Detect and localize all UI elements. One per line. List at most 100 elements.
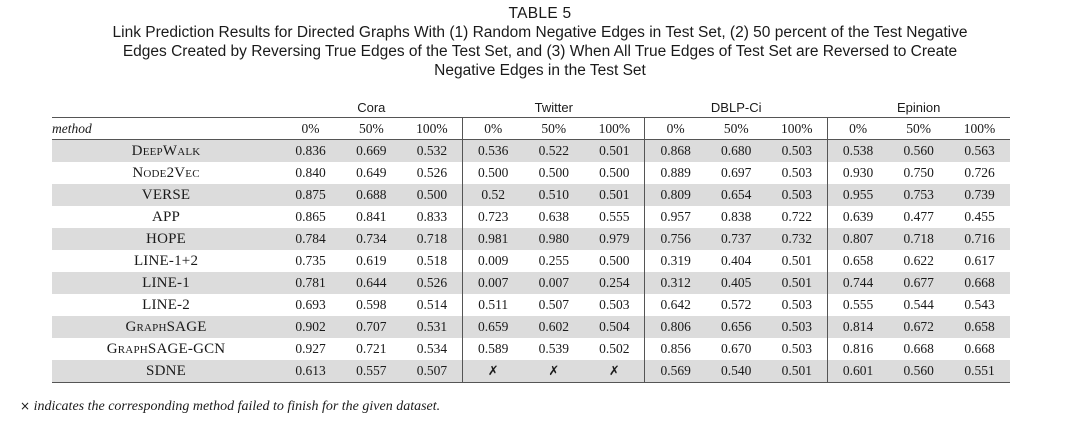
column-header: 0% <box>644 117 706 140</box>
value-cell: 0.563 <box>949 139 1010 162</box>
value-cell: 0.538 <box>826 139 889 162</box>
value-cell: 0.501 <box>766 272 828 294</box>
value-cell: 0.589 <box>462 338 524 360</box>
value-cell: 0.889 <box>644 162 706 184</box>
corner-cell <box>52 97 280 118</box>
dataset-header: DBLP-Ci <box>710 99 762 115</box>
column-header: 100% <box>401 117 463 140</box>
method-name: LINE-1+2 <box>133 252 199 269</box>
footnote-text: indicates the corresponding method faile… <box>30 399 441 414</box>
value-cell: 0.543 <box>964 297 995 312</box>
value-cell: 0.672 <box>888 316 950 338</box>
value-cell: 0.617 <box>964 253 995 268</box>
table-number: TABLE 5 <box>508 5 572 22</box>
method-name: GraphSAGE-GCN <box>106 340 226 357</box>
value-cell: 0.744 <box>826 272 889 294</box>
method-name: VERSE <box>52 184 281 206</box>
value-cell: 0.500 <box>599 253 630 268</box>
value-cell: 0.477 <box>903 209 934 224</box>
table-row: HOPE 0.784 0.734 0.718 0.981 0.980 0.979 0.756 0… <box>52 228 1010 250</box>
value-cell: 0.503 <box>781 341 812 356</box>
failure-mark: ✗ <box>584 360 645 383</box>
value-cell: 0.656 <box>705 316 767 338</box>
value-cell: 0.522 <box>523 139 585 162</box>
column-header: 0% <box>280 117 341 140</box>
value-cell: 0.723 <box>462 206 524 228</box>
value-cell: 0.756 <box>644 228 706 250</box>
table-body: DeepWalk 0.836 0.669 0.532 0.536 0.522 0.501 0.… <box>52 139 1010 383</box>
value-cell: 0.560 <box>888 360 950 383</box>
value-cell: 0.560 <box>888 139 950 162</box>
value-cell: 0.955 <box>826 184 889 206</box>
value-cell: 0.721 <box>356 341 387 356</box>
table-row: DeepWalk 0.836 0.669 0.532 0.536 0.522 0.501 0.… <box>52 139 1010 162</box>
value-cell: 0.735 <box>295 253 326 268</box>
method-name: GraphSAGE <box>52 316 281 338</box>
value-cell: 0.504 <box>584 316 645 338</box>
value-cell: 0.814 <box>826 316 889 338</box>
footnote: × indicates the corresponding method fai… <box>20 399 440 415</box>
column-header: 100% <box>584 117 645 140</box>
value-cell: 0.598 <box>356 297 387 312</box>
value-cell: 0.501 <box>584 184 645 206</box>
value-cell: 0.670 <box>721 341 752 356</box>
value-cell: 0.750 <box>903 165 934 180</box>
value-cell: 0.500 <box>538 165 569 180</box>
value-cell: 0.838 <box>721 209 752 224</box>
column-header-row: method 0% 50% 100% 0% 50% 100% 0% 50% 10… <box>52 117 1010 140</box>
method-name: SDNE <box>52 360 281 383</box>
value-cell: 0.503 <box>766 184 828 206</box>
value-cell: 0.526 <box>416 165 448 180</box>
value-cell: 0.722 <box>781 209 812 224</box>
table-row: LINE-1 0.781 0.644 0.526 0.007 0.007 0.254 0.31… <box>52 272 1010 294</box>
value-cell: 0.601 <box>826 360 889 383</box>
value-cell: 0.503 <box>781 165 812 180</box>
value-cell: 0.540 <box>705 360 767 383</box>
dataset-header: Twitter <box>534 99 573 115</box>
method-name: APP <box>151 208 181 225</box>
column-header: 0% <box>462 117 524 140</box>
value-cell: 0.501 <box>766 360 828 383</box>
value-cell: 0.902 <box>280 316 341 338</box>
value-cell: 0.503 <box>781 297 812 312</box>
value-cell: 0.501 <box>781 253 812 268</box>
table-row: Node2Vec 0.840 0.649 0.526 0.500 0.500 0.500 0.… <box>52 162 1010 184</box>
dataset-header-row: Cora Twitter DBLP-Ci Epinion <box>52 97 1010 118</box>
table-caption: TABLE 5 Link Prediction Results for Dire… <box>0 4 1080 80</box>
column-header: 50% <box>705 117 767 140</box>
value-cell: 0.840 <box>295 165 326 180</box>
value-cell: 0.534 <box>416 341 448 356</box>
value-cell: 0.622 <box>903 253 934 268</box>
value-cell: 0.930 <box>826 162 889 184</box>
method-name: Node2Vec <box>132 164 200 181</box>
column-header: 100% <box>949 117 1010 140</box>
value-cell: 0.503 <box>766 139 828 162</box>
value-cell: 0.255 <box>538 253 569 268</box>
value-cell: 0.875 <box>280 184 341 206</box>
value-cell: 0.659 <box>462 316 524 338</box>
table-row: GraphSAGE 0.902 0.707 0.531 0.659 0.602 0.504 0… <box>52 316 1010 338</box>
value-cell: 0.668 <box>949 272 1010 294</box>
value-cell: 0.781 <box>280 272 341 294</box>
value-cell: 0.668 <box>964 341 995 356</box>
value-cell: 0.638 <box>538 209 569 224</box>
value-cell: 0.500 <box>599 165 630 180</box>
value-cell: 0.697 <box>721 165 752 180</box>
value-cell: 0.602 <box>523 316 585 338</box>
value-cell: 0.981 <box>462 228 524 250</box>
value-cell: 0.319 <box>644 250 706 272</box>
table-row: LINE-2 0.693 0.598 0.514 0.511 0.507 0.503 0.64… <box>52 294 1010 316</box>
value-cell: 0.669 <box>340 139 402 162</box>
value-cell: 0.739 <box>949 184 1010 206</box>
value-cell: 0.868 <box>644 139 706 162</box>
value-cell: 0.716 <box>949 228 1010 250</box>
value-cell: 0.544 <box>903 297 934 312</box>
value-cell: 0.507 <box>401 360 463 383</box>
value-cell: 0.518 <box>416 253 448 268</box>
column-header: 50% <box>523 117 585 140</box>
value-cell: 0.649 <box>356 165 387 180</box>
value-cell: 0.707 <box>340 316 402 338</box>
value-cell: 0.836 <box>280 139 341 162</box>
value-cell: 0.734 <box>340 228 402 250</box>
caption-line-1: Link Prediction Results for Directed Gra… <box>112 24 968 41</box>
